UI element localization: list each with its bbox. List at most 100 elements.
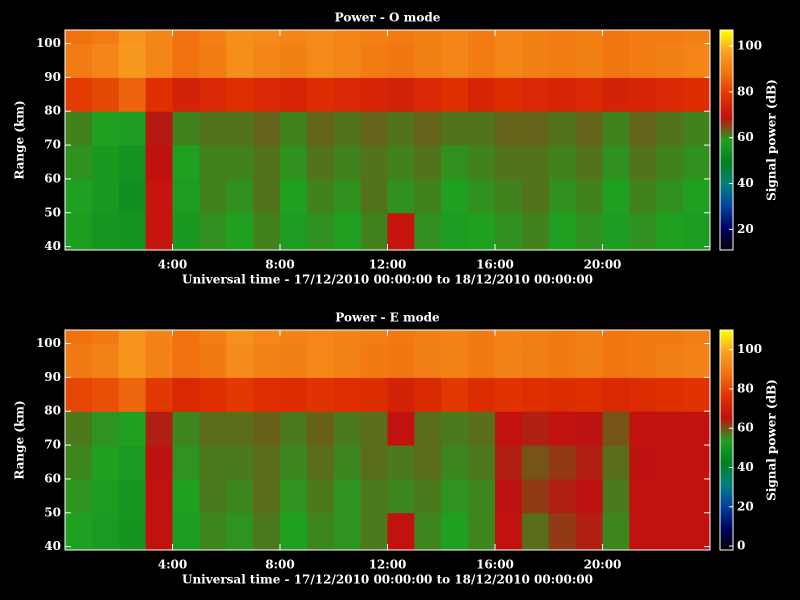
heat-cell [441,377,469,412]
heat-cell [414,478,442,514]
heat-cell [468,77,496,112]
heat-cell [118,343,147,378]
colorbar-band [720,346,733,349]
heat-cell [360,445,388,480]
heat-cell [656,445,684,480]
colorbar-band [720,534,733,537]
heat-cell [548,411,577,446]
colorbar-band [720,376,733,379]
heat-cell [65,178,93,214]
heat-cell [495,111,523,146]
colorbar-band [720,62,733,65]
colorbar-band [720,514,733,517]
heat-cell [441,343,469,378]
heat-cell [226,145,254,180]
y-tick-label: 50 [44,505,61,519]
colorbar-band [720,222,733,225]
heat-cell [360,478,388,514]
colorbar-band [720,178,733,181]
heat-cell [683,212,711,251]
colorbar-band [720,44,733,47]
heat-cell [91,30,120,45]
heat-cell [65,145,93,180]
heat-cell [226,178,254,214]
colorbar-band [720,192,733,195]
colorbar-band [720,82,733,85]
colorbar-band [720,52,733,55]
colorbar-band [720,416,733,419]
heat-cell [118,445,147,480]
heat-cell [521,212,550,251]
heat-cell [629,178,657,214]
y-axis-label: Range (km) [13,400,27,479]
heat-cell [387,330,415,345]
heat-cell [172,212,200,251]
colorbar-band [720,368,733,371]
heat-cell [441,330,469,345]
colorbar-band [720,112,733,115]
colorbar-band [720,472,733,475]
heat-cell [629,377,657,412]
colorbar-band [720,366,733,369]
heat-cell [199,330,227,345]
heat-cell [306,43,335,78]
heat-cell [683,377,711,412]
heat-cell [280,43,308,78]
colorbar-band [720,352,733,355]
colorbar-band [720,354,733,357]
heat-cell [280,377,308,412]
colorbar-band [720,374,733,377]
heat-cell [199,512,227,551]
colorbar-band [720,132,733,135]
heat-cell [172,512,200,551]
heat-cell [602,77,630,112]
heat-cell [387,178,415,214]
heat-cell [199,343,227,378]
heat-cell [360,43,388,78]
colorbar-band [720,406,733,409]
heat-cell [548,478,577,514]
colorbar-band [720,522,733,525]
colorbar-band [720,350,733,353]
heat-cell [387,377,415,412]
colorbar-band [720,536,733,539]
colorbar-tick-label: 60 [737,421,754,435]
colorbar-band [720,240,733,243]
heat-cell [226,411,254,446]
colorbar-band [720,102,733,105]
colorbar-band [720,54,733,57]
heat-cell [306,77,335,112]
colorbar-band [720,498,733,501]
heat-cell [495,43,523,78]
heat-cell [468,145,496,180]
colorbar-band [720,208,733,211]
colorbar-band [720,170,733,173]
heat-cell [306,411,335,446]
colorbar-band [720,436,733,439]
heat-cell [91,377,120,412]
heat-cell [683,445,711,480]
heat-cell [656,178,684,214]
heat-cell [306,178,335,214]
heat-cell [172,330,200,345]
colorbar-band [720,138,733,141]
x-tick-label: 20:00 [584,558,622,572]
heat-cell [468,212,496,251]
heat-cell [602,178,630,214]
colorbar-band [720,460,733,463]
heat-cell [414,43,442,78]
heat-cell [468,343,496,378]
colorbar-band [720,524,733,527]
colorbar-band [720,506,733,509]
y-tick-label: 100 [36,336,61,350]
heat-cell [387,343,415,378]
heat-cell [629,512,657,551]
heat-cell [306,30,335,45]
heat-cell [441,445,469,480]
colorbar-band [720,118,733,121]
heat-cell [65,445,93,480]
heat-cell [575,330,603,345]
heat-cell [91,411,120,446]
colorbar-band [720,196,733,199]
heat-cell [602,445,630,480]
